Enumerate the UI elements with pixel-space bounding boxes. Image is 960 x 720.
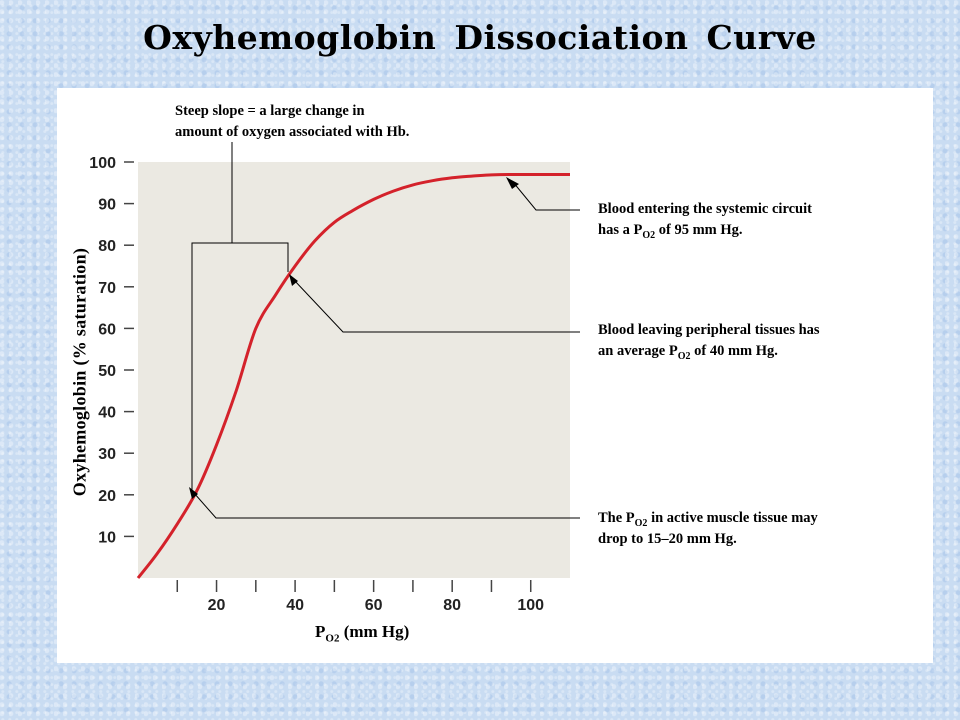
annotation-muscle: The PO2 in active muscle tissue may drop…: [598, 508, 818, 550]
x-tick-label: 40: [286, 597, 304, 614]
annotation-systemic-post: of 95 mm Hg.: [658, 222, 743, 238]
annotation-muscle-line1: The PO2 in active muscle tissue may: [598, 508, 818, 529]
leader-muscle: [193, 492, 580, 519]
y-tick-label: 100: [89, 155, 116, 172]
y-tick-label: 70: [98, 280, 116, 297]
x-axis-label-p: P: [315, 622, 326, 641]
annotation-systemic: Blood entering the systemic circuit has …: [598, 199, 812, 241]
leader-systemic: [512, 181, 580, 211]
annotation-peripheral-line1: Blood leaving peripheral tissues has: [598, 322, 820, 338]
leader-peripheral: [293, 279, 580, 333]
x-axis-label: PO2 (mm Hg): [315, 622, 410, 645]
x-axis-label-sub: O2: [325, 632, 340, 645]
annotation-muscle-line2: drop to 15–20 mm Hg.: [598, 531, 737, 547]
x-tick-label: 100: [517, 597, 544, 614]
annotation-systemic-line2: has a PO2 of 95 mm Hg.: [598, 220, 812, 241]
slide-title: Oxyhemoglobin Dissociation Curve: [143, 18, 817, 57]
annotation-systemic-line1: Blood entering the systemic circuit: [598, 201, 812, 217]
annotation-steep-slope-line2: amount of oxygen associated with Hb.: [175, 124, 410, 140]
y-tick-label: 40: [98, 405, 116, 422]
arrowhead-systemic: [506, 177, 519, 189]
annotation-muscle-sub: O2: [634, 517, 648, 529]
steep-slope-bracket: [191, 242, 289, 490]
x-tick-label: 80: [443, 597, 461, 614]
y-tick-label: 20: [98, 488, 116, 505]
annotation-muscle-pre: The P: [598, 510, 635, 526]
annotation-peripheral-sub: O2: [677, 350, 691, 362]
y-tick-label: 90: [98, 197, 116, 214]
y-tick-label: 10: [98, 529, 116, 546]
x-axis-label-unit: (mm Hg): [343, 622, 410, 641]
y-tick-label: 30: [98, 446, 116, 463]
x-tick-label: 20: [208, 597, 226, 614]
annotation-systemic-sub: O2: [642, 229, 656, 241]
y-tick-label: 50: [98, 363, 116, 380]
arrowhead-muscle: [189, 487, 198, 499]
plot-area: [138, 162, 570, 578]
y-tick-label: 60: [98, 321, 116, 338]
arrowhead-peripheral: [289, 274, 298, 286]
annotation-peripheral: Blood leaving peripheral tissues has an …: [598, 320, 820, 362]
saturation-curve: [136, 172, 570, 579]
annotation-systemic-pre: has a P: [598, 222, 643, 238]
y-tick-label: 80: [98, 238, 116, 255]
annotation-peripheral-line2: an average PO2 of 40 mm Hg.: [598, 341, 820, 362]
y-axis-label: Oxyhemoglobin (% saturation): [69, 247, 90, 497]
annotation-peripheral-pre: an average P: [598, 343, 678, 359]
annotation-steep-slope: Steep slope = a large change in amount o…: [175, 101, 409, 143]
annotation-steep-slope-line1: Steep slope = a large change in: [175, 103, 365, 119]
x-tick-label: 60: [365, 597, 383, 614]
annotation-muscle-post: in active muscle tissue may: [651, 510, 818, 526]
annotation-peripheral-post: of 40 mm Hg.: [694, 343, 778, 359]
